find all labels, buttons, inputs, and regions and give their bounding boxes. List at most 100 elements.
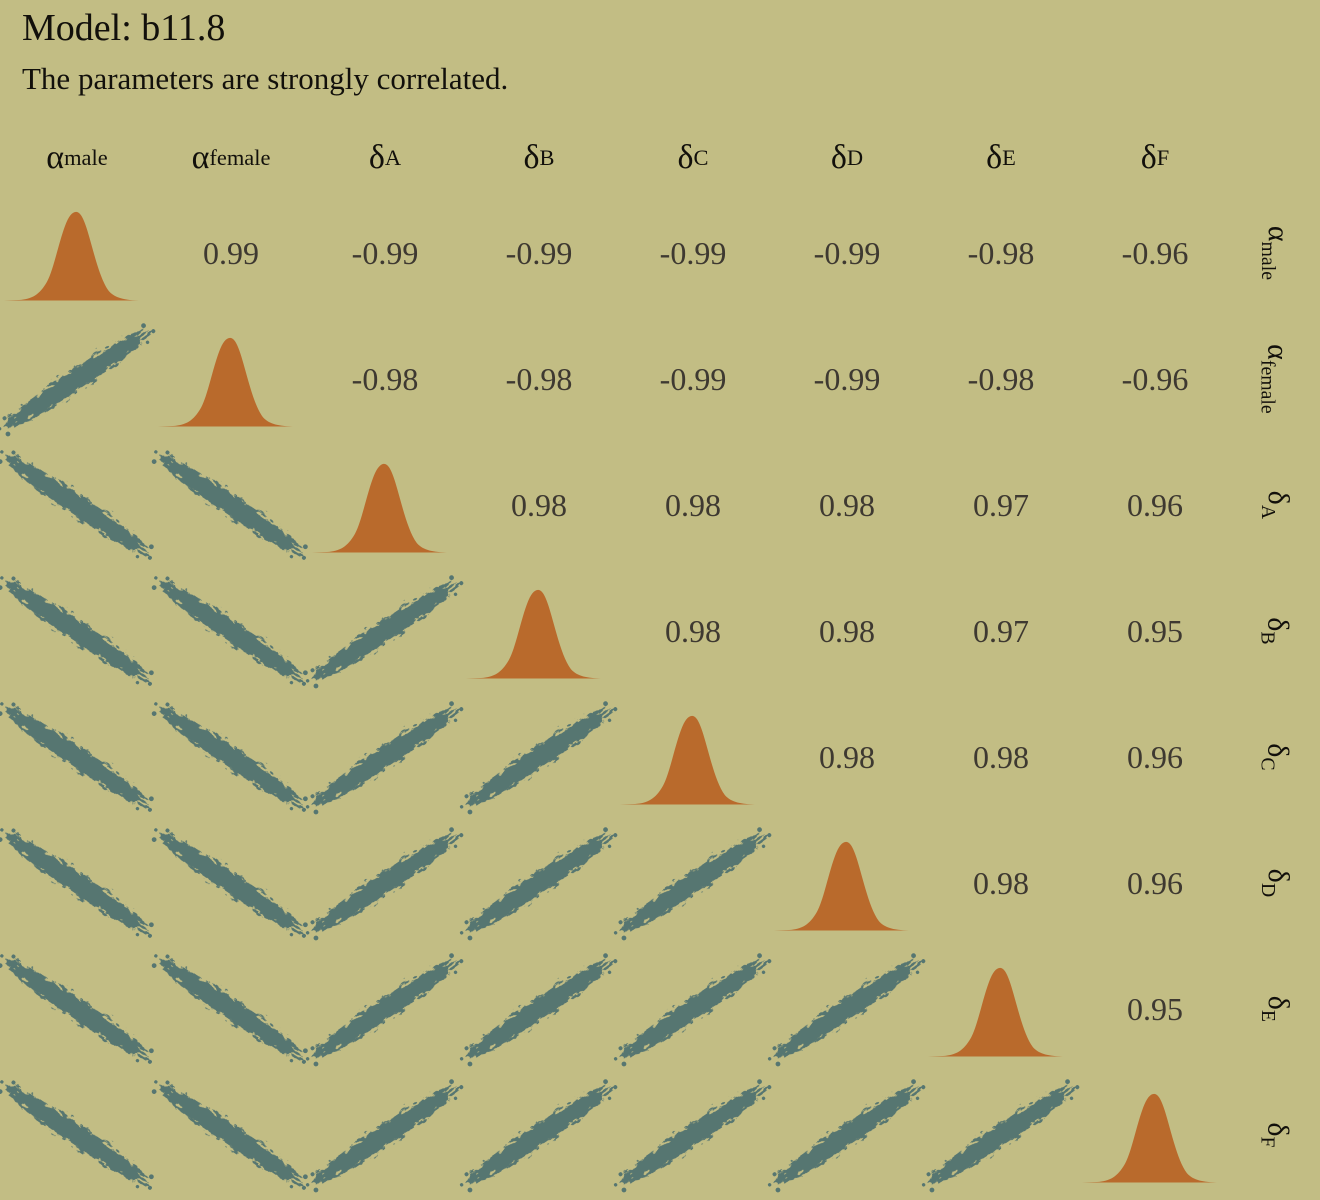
param-symbol: δ [986,139,1003,176]
correlation-cell-alpha-male-delta-B: -0.99 [462,190,616,316]
correlation-value: 0.98 [973,738,1029,775]
posterior-sample-scatter [0,316,154,442]
posterior-sample-scatter [0,820,154,946]
correlation-value: -0.96 [1121,360,1189,397]
posterior-density-curve [465,589,613,679]
posterior-density-curve [619,715,767,805]
density-cell-delta-A [308,442,462,568]
posterior-sample-scatter [308,1072,462,1198]
posterior-sample-scatter [616,1072,770,1198]
correlation-value: -0.98 [351,360,419,397]
correlation-value: 0.97 [973,612,1029,649]
posterior-sample-scatter [462,820,616,946]
correlation-cell-delta-B-delta-D: 0.98 [770,568,924,694]
param-symbol: δ [1261,490,1295,505]
correlation-value: 0.98 [819,738,875,775]
correlation-cell-delta-D-delta-F: 0.96 [1078,820,1232,946]
correlation-cell-alpha-female-delta-D: -0.99 [770,316,924,442]
posterior-density-curve [927,967,1075,1057]
scatter-cell-delta-E-delta-B [462,946,616,1072]
posterior-sample-scatter [0,946,154,1072]
correlation-cell-delta-C-delta-D: 0.98 [770,694,924,820]
correlation-cell-alpha-male-delta-A: -0.99 [308,190,462,316]
posterior-sample-scatter [308,820,462,946]
param-symbol: δ [677,139,694,176]
posterior-density-curve [1081,1093,1229,1183]
param-subscript: female [1256,359,1279,414]
figure-subtitle: The parameters are strongly correlated. [22,61,509,96]
correlation-value: 0.99 [203,234,259,271]
density-cell-delta-D [770,820,924,946]
correlation-value: 0.96 [1127,864,1183,901]
param-symbol: α [46,139,65,176]
scatter-cell-delta-C-alpha-male [0,694,154,820]
param-subscript: C [693,144,709,170]
posterior-density-curve [311,463,459,553]
scatter-cell-delta-A-alpha-male [0,442,154,568]
param-symbol: α [191,139,210,176]
correlation-cell-delta-B-delta-F: 0.95 [1078,568,1232,694]
correlation-value: 0.96 [1127,486,1183,523]
posterior-density-curve [3,211,151,301]
posterior-sample-scatter [0,694,154,820]
correlation-cell-alpha-female-delta-C: -0.99 [616,316,770,442]
correlation-value: 0.95 [1127,990,1183,1027]
scatter-cell-delta-F-delta-A [308,1072,462,1198]
scatter-cell-delta-D-delta-C [616,820,770,946]
scatter-cell-delta-D-alpha-female [154,820,308,946]
scatter-cell-delta-B-delta-A [308,568,462,694]
correlation-cell-delta-A-delta-F: 0.96 [1078,442,1232,568]
posterior-density-curve [773,841,921,931]
param-symbol: δ [1261,617,1295,632]
scatter-cell-delta-C-delta-A [308,694,462,820]
correlation-value: -0.96 [1121,234,1189,271]
correlation-cell-alpha-male-alpha-female: 0.99 [154,190,308,316]
param-subscript: C [1256,757,1279,771]
param-subscript: F [1256,1136,1279,1148]
param-symbol: δ [1261,1122,1295,1137]
correlation-value: 0.98 [819,486,875,523]
posterior-sample-scatter [462,946,616,1072]
posterior-sample-scatter [0,568,154,694]
param-symbol: δ [1140,139,1157,176]
scatter-cell-alpha-female-alpha-male [0,316,154,442]
param-subscript: B [1256,631,1279,645]
param-subscript: B [539,144,555,170]
correlation-cell-alpha-male-delta-D: -0.99 [770,190,924,316]
correlation-value: -0.99 [813,234,881,271]
posterior-sample-scatter [770,1072,924,1198]
param-subscript: D [1256,882,1279,898]
param-subscript: A [384,144,402,170]
pairs-correlation-matrix: 0.99 -0.99 -0.99 -0.99 -0.99 -0.98 -0.96 αmale … [0,190,1320,1198]
correlation-cell-alpha-male-delta-F: -0.96 [1078,190,1232,316]
correlation-value: 0.98 [665,612,721,649]
correlation-cell-delta-E-delta-F: 0.95 [1078,946,1232,1072]
correlation-value: -0.99 [351,234,419,271]
correlation-value: 0.98 [511,486,567,523]
scatter-cell-delta-B-alpha-female [154,568,308,694]
param-subscript: female [209,144,271,170]
density-cell-delta-B [462,568,616,694]
posterior-sample-scatter [308,568,462,694]
correlation-value: -0.98 [967,234,1035,271]
param-subscript: D [846,144,864,170]
posterior-sample-scatter [770,946,924,1072]
param-symbol: δ [368,139,385,176]
posterior-sample-scatter [154,694,308,820]
correlation-cell-delta-A-delta-E: 0.97 [924,442,1078,568]
column-header-alpha-female: α female [154,128,308,188]
row-label-alpha-female: αfemale [1232,316,1320,442]
correlation-value: 0.98 [665,486,721,523]
scatter-cell-delta-E-delta-C [616,946,770,1072]
row-label-delta-F: δF [1232,1072,1320,1198]
scatter-cell-delta-D-delta-B [462,820,616,946]
posterior-sample-scatter [154,442,308,568]
density-cell-alpha-male [0,190,154,316]
scatter-cell-delta-F-alpha-male [0,1072,154,1198]
row-label-delta-D: δD [1232,820,1320,946]
param-symbol: δ [830,139,847,176]
